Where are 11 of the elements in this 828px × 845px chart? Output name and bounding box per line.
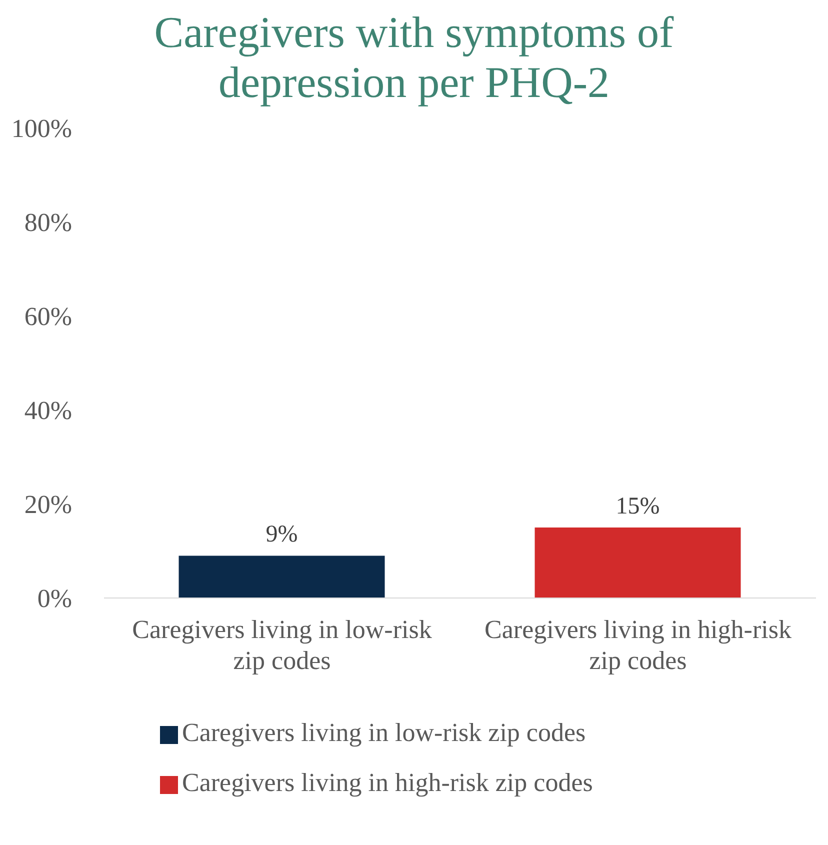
data-label: 9% bbox=[266, 522, 298, 548]
y-tick-label: 80% bbox=[24, 208, 72, 238]
data-label: 15% bbox=[616, 494, 660, 520]
y-tick-label: 60% bbox=[24, 302, 72, 332]
y-tick-label: 40% bbox=[24, 396, 72, 426]
legend-label: Caregivers living in low-risk zip codes bbox=[182, 718, 586, 747]
y-tick-label: 100% bbox=[11, 114, 72, 144]
y-tick-label: 20% bbox=[24, 490, 72, 520]
legend-label: Caregivers living in high-risk zip codes bbox=[182, 768, 593, 797]
y-tick-label: 0% bbox=[37, 584, 72, 614]
chart-title: Caregivers with symptoms of depression per PHQ-2 bbox=[153, 8, 675, 108]
